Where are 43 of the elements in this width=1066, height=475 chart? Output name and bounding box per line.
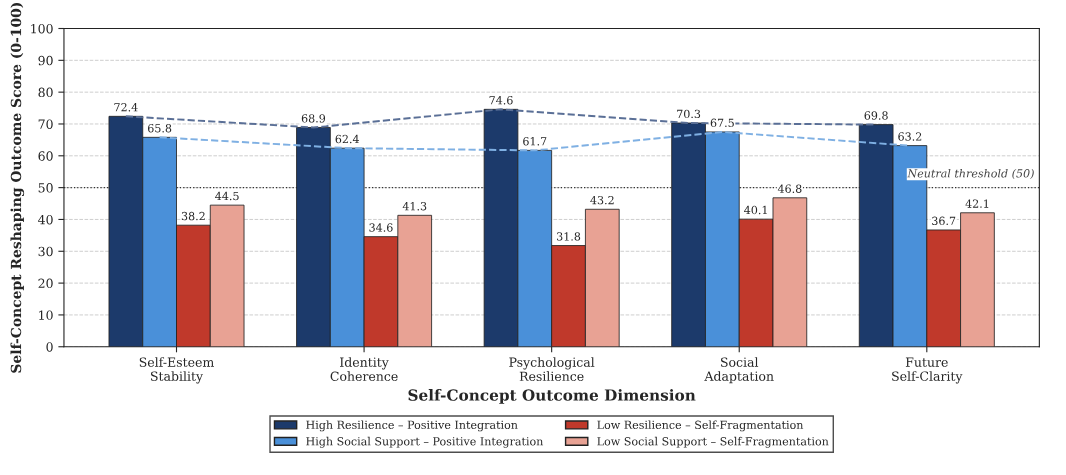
y-tick-label: 100 [31, 23, 53, 34]
data-label: 72.4 [114, 103, 138, 112]
data-label: 69.8 [864, 111, 888, 120]
data-label: 46.8 [777, 184, 802, 193]
x-axis-title: Self-Concept Outcome Dimension [408, 388, 696, 404]
legend-label: Low Resilience – Self-Fragmentation [597, 420, 804, 432]
y-tick-label: 70 [38, 119, 53, 129]
data-label: 70.3 [677, 109, 701, 119]
data-label: 43.2 [590, 195, 614, 205]
data-label: 34.6 [369, 223, 393, 232]
y-tick-label: 30 [38, 246, 53, 257]
data-label: 65.8 [148, 124, 172, 133]
data-label: 41.3 [402, 201, 427, 211]
legend-label: Low Social Support – Self-Fragmentation [597, 436, 829, 448]
data-label: 67.5 [710, 118, 734, 127]
y-tick-label: 50 [38, 183, 53, 193]
legend-label: High Resilience – Positive Integration [306, 420, 518, 432]
data-label: 68.9 [301, 114, 326, 123]
data-label: 61.7 [523, 137, 547, 146]
data-label: 74.6 [489, 96, 513, 105]
x-tick-label: Social Adaptation [704, 357, 774, 384]
y-tick-label: 20 [38, 278, 53, 289]
legend-label: High Social Support – Positive Integration [306, 436, 544, 448]
x-tick-label: Self-Esteem Stability [139, 357, 214, 384]
y-tick-label: 10 [39, 310, 53, 320]
data-label: 36.7 [932, 216, 956, 226]
data-label: 63.2 [898, 132, 922, 141]
data-label: 62.4 [335, 134, 360, 144]
y-tick-label: 90 [38, 55, 53, 66]
y-tick-label: 60 [38, 151, 53, 161]
x-tick-label: Psychological Resilience [509, 357, 595, 382]
data-label: 42.1 [965, 199, 989, 208]
data-label: 40.1 [744, 205, 767, 215]
y-tick-label: 80 [38, 87, 53, 98]
y-tick-label: 0 [46, 342, 53, 352]
data-label: 44.5 [215, 191, 239, 201]
x-tick-label: Identity Coherence [330, 357, 398, 382]
x-tick-label: Future Self-Clarity [892, 357, 963, 384]
ref-line-label: Neutral threshold (50) [907, 168, 1034, 180]
data-label: 31.8 [557, 232, 581, 241]
y-tick-label: 40 [38, 214, 53, 225]
data-label: 38.2 [181, 211, 205, 221]
y-axis-title: Self-Concept Reshaping Outcome Score (0-100) [10, 2, 25, 373]
